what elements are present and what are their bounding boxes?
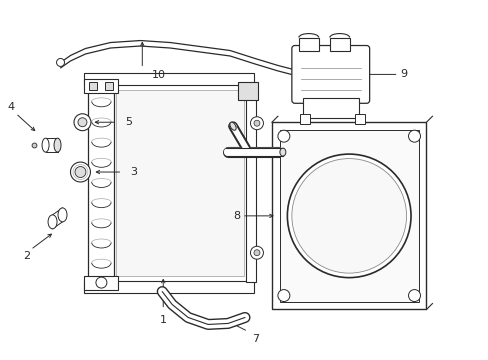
- Bar: [89, 82, 97, 90]
- Text: 10: 10: [152, 71, 166, 80]
- Bar: [110, 84, 249, 282]
- Circle shape: [253, 120, 260, 126]
- Ellipse shape: [42, 138, 49, 152]
- Circle shape: [407, 130, 420, 142]
- Text: 8: 8: [232, 211, 240, 221]
- Circle shape: [78, 118, 87, 127]
- Text: 7: 7: [251, 334, 259, 345]
- Bar: [105, 82, 113, 90]
- Bar: [84, 73, 253, 85]
- Bar: [84, 80, 118, 93]
- Circle shape: [287, 154, 410, 278]
- Circle shape: [253, 250, 260, 256]
- Circle shape: [291, 159, 406, 273]
- Ellipse shape: [54, 138, 61, 152]
- Text: 4: 4: [7, 102, 14, 112]
- Circle shape: [407, 289, 420, 302]
- Circle shape: [277, 289, 289, 302]
- Text: 1: 1: [160, 315, 166, 325]
- Bar: [299, 114, 309, 124]
- Bar: [298, 37, 318, 51]
- Circle shape: [250, 246, 263, 259]
- Text: 9: 9: [400, 69, 407, 80]
- Bar: [116, 90, 244, 276]
- FancyBboxPatch shape: [291, 45, 369, 103]
- Bar: [302, 98, 358, 118]
- Ellipse shape: [279, 148, 285, 156]
- Text: 6: 6: [317, 142, 324, 152]
- Ellipse shape: [48, 215, 57, 229]
- Bar: [245, 84, 255, 282]
- Circle shape: [277, 130, 289, 142]
- Text: 2: 2: [23, 251, 30, 261]
- Bar: [329, 37, 349, 51]
- Bar: [84, 276, 118, 289]
- Circle shape: [57, 58, 64, 67]
- Ellipse shape: [58, 208, 67, 222]
- Bar: [88, 88, 114, 278]
- Circle shape: [74, 114, 91, 131]
- Ellipse shape: [229, 122, 236, 130]
- Bar: [84, 280, 253, 293]
- Text: 5: 5: [125, 117, 132, 127]
- Bar: [354, 114, 364, 124]
- Circle shape: [250, 117, 263, 130]
- Bar: [238, 82, 258, 100]
- Text: 3: 3: [130, 167, 137, 177]
- Bar: [279, 130, 418, 302]
- Circle shape: [75, 167, 86, 177]
- Bar: [271, 122, 426, 310]
- Circle shape: [70, 162, 90, 182]
- Circle shape: [96, 277, 107, 288]
